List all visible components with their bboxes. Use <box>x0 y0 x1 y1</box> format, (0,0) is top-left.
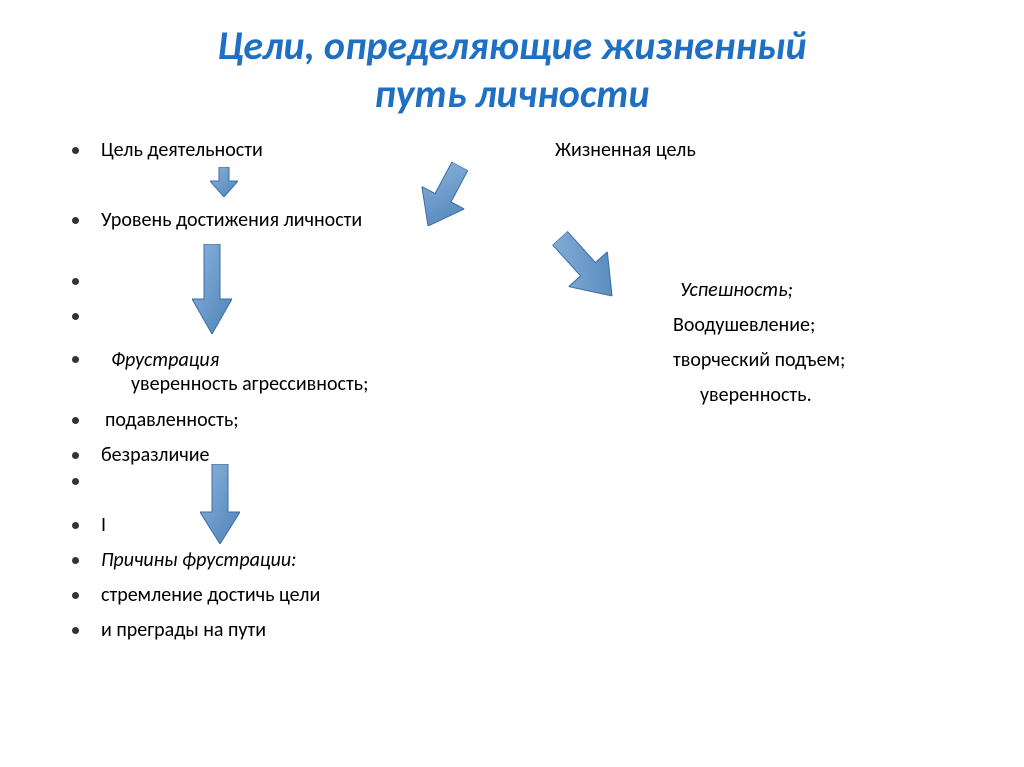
bullet-icon <box>72 452 79 459</box>
bullet-text: I <box>101 513 106 537</box>
bullet-icon <box>72 356 79 363</box>
success-label: Успешность; <box>680 278 793 302</box>
bullet-empty-1 <box>72 278 101 285</box>
bullet-I: I <box>72 513 106 537</box>
frustration-word: Фрустрация <box>111 348 219 372</box>
bullet-icon <box>72 278 79 285</box>
inspiration-label: Воодушевление; <box>673 313 815 337</box>
bullet-frustration: Фрустрация уверенность агрессивность; <box>72 348 368 396</box>
frustration-sub: уверенность агрессивность; <box>131 372 368 396</box>
slide-content: Цель деятельности Уровень достижения лич… <box>0 118 1024 738</box>
bullet-icon <box>72 627 79 634</box>
bullet-causes: Причины фрустрации: <box>72 548 297 572</box>
bullet-empty-2 <box>72 313 101 320</box>
arrow-icon-1 <box>210 167 238 197</box>
confidence-label: уверенность. <box>700 383 812 407</box>
life-goal-label: Жизненная цель <box>555 138 696 162</box>
bullet-icon <box>72 313 79 320</box>
bullet-text: Фрустрация уверенность агрессивность; <box>101 348 368 396</box>
title-line-2: путь личности <box>0 70 1024 118</box>
title-line-1: Цели, определяющие жизненный <box>0 22 1024 70</box>
bullet-icon <box>72 147 79 154</box>
bullet-text: Уровень достижения личности <box>101 208 362 232</box>
bullet-icon <box>72 592 79 599</box>
bullet-icon <box>72 417 79 424</box>
bullet-goal-activity: Цель деятельности <box>72 138 263 162</box>
arrow-icon-3 <box>200 464 240 544</box>
bullet-depressed: подавленность; <box>72 408 239 432</box>
bullet-strive: стремление достичь цели <box>72 583 320 607</box>
bullet-text: Причины фрустрации: <box>101 548 297 572</box>
bullet-achievement-level: Уровень достижения личности <box>72 208 362 232</box>
bullet-text: и преграды на пути <box>101 618 266 642</box>
arrow-icon-2 <box>192 244 232 334</box>
bullet-icon <box>72 217 79 224</box>
bullet-text: безразличие <box>101 443 209 467</box>
bullet-empty-3 <box>72 478 101 485</box>
bullet-icon <box>72 557 79 564</box>
bullet-text: подавленность; <box>105 408 239 432</box>
bullet-text: стремление достичь цели <box>101 583 320 607</box>
slide-title: Цели, определяющие жизненный путь личнос… <box>0 0 1024 118</box>
arrow-icon-5 <box>541 221 632 314</box>
bullet-obstacles: и преграды на пути <box>72 618 266 642</box>
bullet-icon <box>72 478 79 485</box>
bullet-icon <box>72 522 79 529</box>
creative-rise-label: творческий подъем; <box>673 348 845 372</box>
arrow-icon-4 <box>407 155 481 238</box>
bullet-text: Цель деятельности <box>101 138 263 162</box>
bullet-indifference: безразличие <box>72 443 209 467</box>
